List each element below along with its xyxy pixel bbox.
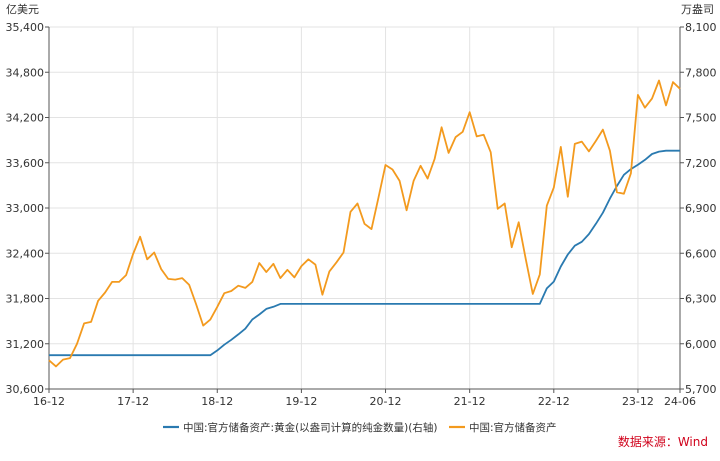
left-tick-label: 30,600 [6, 383, 45, 396]
x-tick-label: 17-12 [117, 395, 149, 408]
right-axis-unit: 万盎司 [681, 2, 714, 16]
left-axis-unit: 亿美元 [6, 3, 39, 16]
x-tick-label: 23-12 [622, 395, 654, 408]
x-tick-label: 24-06 [664, 395, 696, 408]
left-tick-label: 34,200 [6, 112, 45, 125]
x-tick-label: 18-12 [201, 395, 233, 408]
left-tick-label: 31,800 [6, 293, 45, 306]
left-tick-label: 31,200 [6, 338, 45, 351]
data-source: 数据来源：Wind [618, 434, 708, 449]
right-tick-label: 8,100 [685, 21, 717, 34]
series-layer [48, 79, 681, 368]
left-tick-label: 33,600 [6, 157, 45, 170]
legend: 中国:官方储备资产:黄金(以盎司计算的纯金数量)(右轴) 中国:官方储备资产 [163, 421, 557, 434]
right-tick-label: 7,500 [685, 112, 717, 125]
left-tick-label: 32,400 [6, 247, 45, 260]
right-tick-label: 6,900 [685, 202, 717, 215]
right-tick-label: 6,000 [685, 338, 717, 351]
grid-layer [49, 26, 680, 390]
x-tick-label: 21-12 [454, 395, 486, 408]
axis-layer: 30,600 5,700 31,200 6,000 31,800 6,300 32,400 6… [6, 21, 717, 408]
x-tick-label: 20-12 [370, 395, 402, 408]
legend-label: 中国:官方储备资产 [469, 421, 557, 434]
x-tick-label: 22-12 [538, 395, 570, 408]
right-tick-label: 7,200 [685, 157, 717, 170]
legend-label: 中国:官方储备资产:黄金(以盎司计算的纯金数量)(右轴) [183, 421, 437, 434]
left-tick-label: 34,800 [6, 66, 45, 79]
right-tick-label: 5,700 [685, 383, 717, 396]
right-tick-label: 6,600 [685, 247, 717, 260]
x-tick-label: 16-12 [33, 395, 65, 408]
right-tick-label: 7,800 [685, 66, 717, 79]
right-tick-label: 6,300 [685, 293, 717, 306]
official-reserve-assets-line [48, 79, 681, 368]
left-tick-label: 35,400 [6, 21, 45, 34]
gold-holdings-line [49, 149, 680, 357]
left-tick-label: 33,000 [6, 202, 45, 215]
x-tick-label: 19-12 [285, 395, 317, 408]
